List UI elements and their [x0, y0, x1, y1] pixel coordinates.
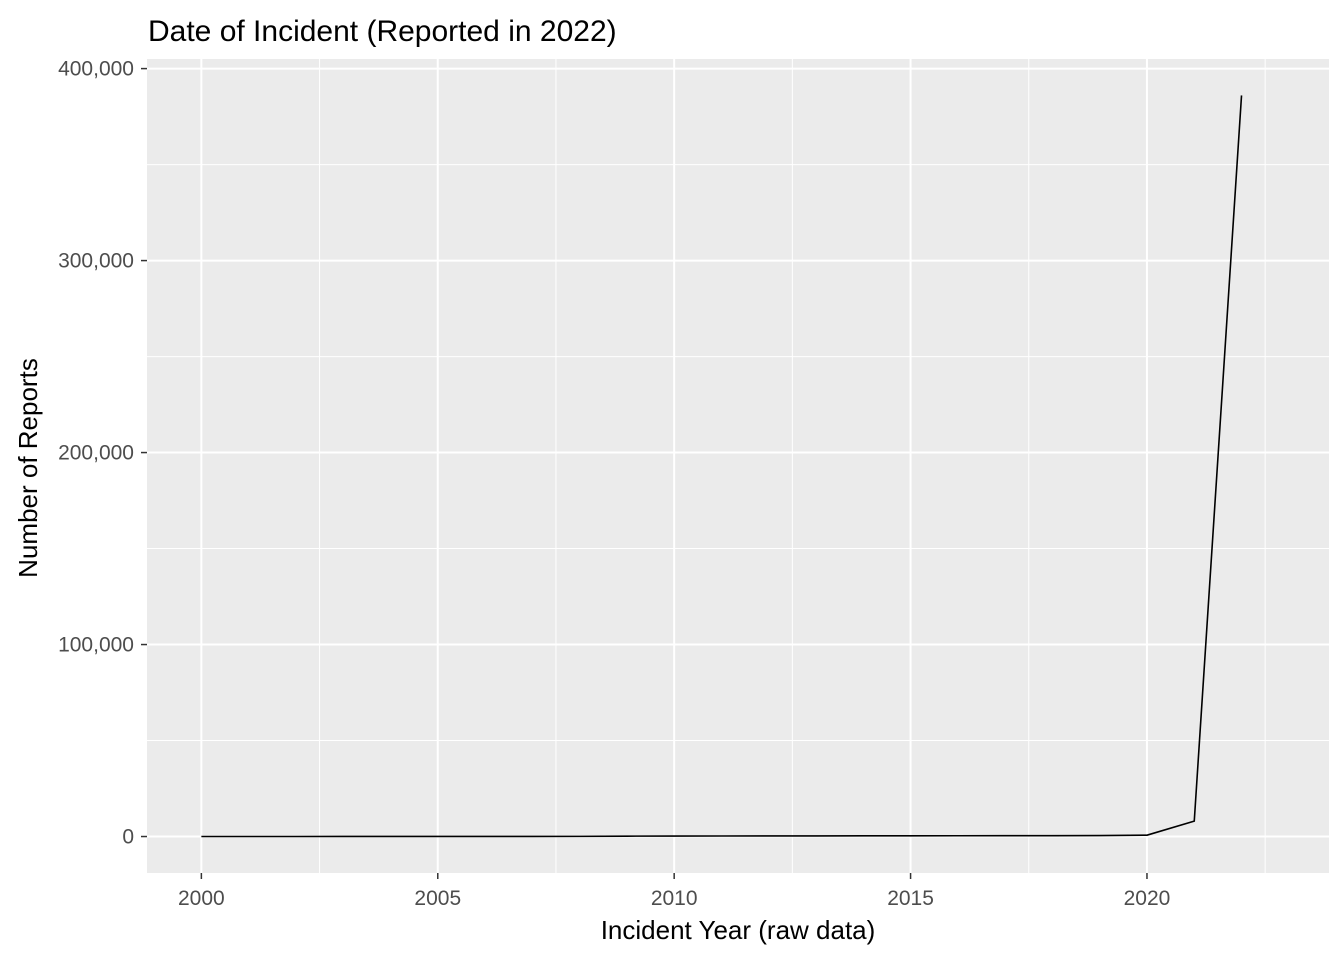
y-tick-label: 0 — [122, 826, 134, 849]
chart-title: Date of Incident (Reported in 2022) — [148, 15, 617, 48]
x-axis-title: Incident Year (raw data) — [601, 915, 876, 945]
y-tick-label: 300,000 — [58, 250, 134, 273]
x-axis: 2000 2005 2010 2015 2020 — [178, 873, 1170, 910]
x-tick-label: 2015 — [887, 887, 934, 910]
x-tick-label: 2005 — [414, 887, 461, 910]
y-tick-label: 400,000 — [58, 58, 134, 81]
plot-panel — [147, 59, 1329, 873]
x-tick-label: 2020 — [1124, 887, 1171, 910]
series-line — [201, 95, 1243, 838]
series-group — [201, 95, 1243, 838]
major-gridlines — [147, 59, 1329, 873]
minor-gridlines — [147, 59, 1329, 873]
x-tick-label: 2010 — [651, 887, 698, 910]
y-tick-label: 200,000 — [58, 442, 134, 465]
y-axis-title: Number of Reports — [13, 358, 43, 578]
y-tick-label: 100,000 — [58, 634, 134, 657]
x-tick-label: 2000 — [178, 887, 225, 910]
y-axis: 0 100,000 200,000 300,000 400,000 — [58, 58, 147, 849]
